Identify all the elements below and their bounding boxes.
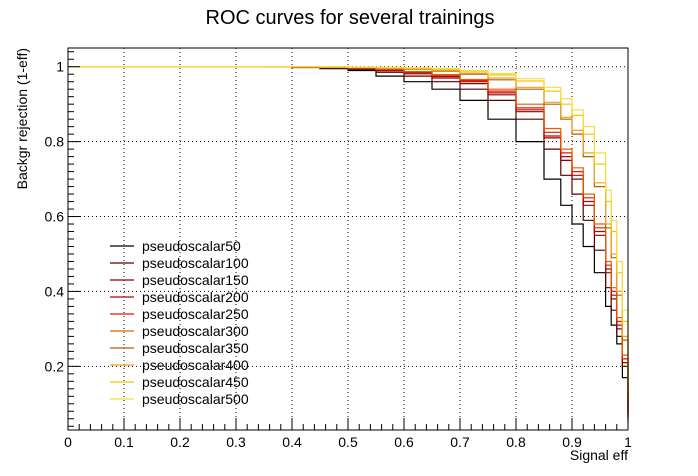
legend-label: pseudoscalar400 (142, 357, 249, 373)
y-tick-label: 0.4 (45, 283, 65, 299)
legend-label: pseudoscalar250 (142, 306, 249, 322)
legend-label: pseudoscalar100 (142, 255, 249, 271)
legend-label: pseudoscalar500 (142, 391, 249, 407)
y-tick-label: 0.2 (45, 358, 65, 374)
y-tick-label: 1 (56, 59, 64, 75)
y-axis-label: Backgr rejection (1-eff) (14, 48, 30, 189)
y-tick-label: 0.6 (45, 209, 65, 225)
roc-curve-pseudoscalar500 (68, 66, 629, 386)
legend-label: pseudoscalar350 (142, 340, 249, 356)
x-tick-label: 0.3 (226, 434, 246, 450)
x-tick-label: 1 (624, 434, 632, 450)
legend-label: pseudoscalar150 (142, 272, 249, 288)
legend-label: pseudoscalar200 (142, 289, 249, 305)
x-tick-label: 0 (64, 434, 72, 450)
x-axis-label: Signal eff (570, 447, 628, 463)
chart-title: ROC curves for several trainings (206, 7, 495, 29)
x-tick-label: 0.2 (170, 434, 190, 450)
axis-ticks (67, 51, 629, 430)
x-tick-label: 0.9 (562, 434, 582, 450)
legend-label: pseudoscalar450 (142, 374, 249, 390)
axis-tick-labels: 0 0.1 0.2 0.3 0.4 0.5 0.6 0.7 0.8 0.9 1 0.2 0.4 0.6 0.… (45, 59, 633, 450)
x-tick-label: 0.8 (506, 434, 526, 450)
x-tick-label: 0.4 (282, 434, 302, 450)
legend-label: pseudoscalar300 (142, 323, 249, 339)
x-tick-label: 0.5 (338, 434, 358, 450)
x-tick-label: 0.1 (114, 434, 134, 450)
y-tick-label: 0.8 (45, 134, 65, 150)
roc-curve-pseudoscalar50 (68, 66, 629, 423)
legend: pseudoscalar50pseudoscalar100pseudoscala… (110, 238, 249, 407)
roc-curves (68, 66, 629, 423)
legend-label: pseudoscalar50 (142, 238, 241, 254)
x-tick-label: 0.7 (450, 434, 470, 450)
x-tick-label: 0.6 (394, 434, 414, 450)
